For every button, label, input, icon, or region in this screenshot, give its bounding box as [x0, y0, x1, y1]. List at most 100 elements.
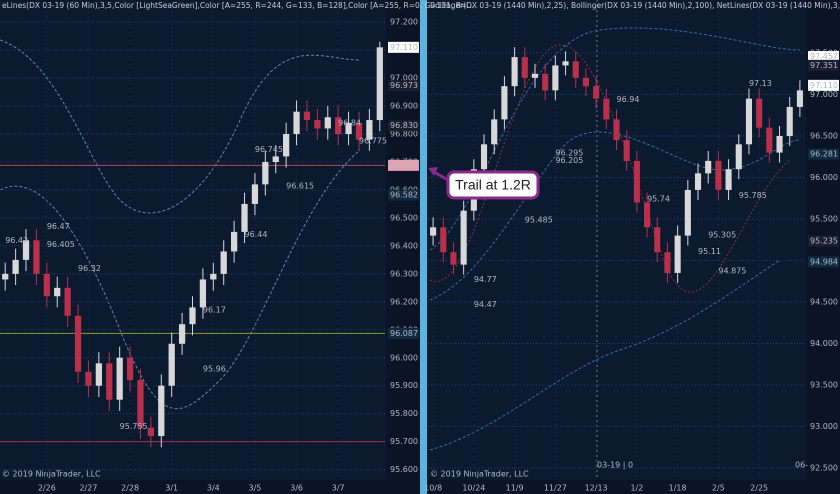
- candle-body: [335, 117, 342, 135]
- x-tick-label: 11/9: [506, 484, 524, 493]
- price-label-box: [388, 120, 419, 132]
- y-tick-label: 96.500: [390, 213, 418, 222]
- price-label-box: [808, 256, 839, 268]
- price-label: 97.457: [810, 52, 838, 61]
- left-header: eLines(DX 03-19 (60 Min),3,5,Color [Ligh…: [2, 1, 474, 10]
- price-label: 97.351: [810, 61, 838, 70]
- plots: 97.20097.10097.00096.90096.80096.70096.6…: [0, 4, 839, 493]
- candle-body: [572, 61, 579, 78]
- candle-body: [85, 371, 92, 386]
- callout-box: [446, 170, 540, 200]
- candle-body: [480, 144, 488, 170]
- panel-divider: [420, 0, 427, 494]
- candle-body: [786, 106, 793, 136]
- candle-body: [633, 160, 640, 203]
- y-tick-label: 93.000: [810, 422, 838, 431]
- right-header: Bollinger(DX 03-19 (1440 Min),2,25), Bol…: [430, 1, 840, 10]
- x-tick-label: 2/25: [750, 484, 768, 493]
- price-annotation: 96.84: [338, 118, 361, 127]
- price-annotation: 95.485: [525, 216, 553, 225]
- candle-body: [95, 363, 102, 386]
- y-tick-label: 92.500: [810, 464, 838, 473]
- candle-body: [241, 203, 248, 232]
- y-tick-label: 96.300: [390, 269, 418, 278]
- candle-body: [430, 227, 437, 236]
- price-label-box: [388, 159, 419, 171]
- candle-body: [33, 240, 40, 274]
- candle-body: [664, 252, 671, 273]
- candle-body: [552, 65, 559, 91]
- candle-body: [756, 98, 763, 128]
- x-tick-label: 10/24: [462, 484, 485, 493]
- candle-body: [324, 117, 331, 129]
- candle-body: [22, 240, 30, 260]
- candle-body: [511, 57, 518, 87]
- price-label: 96.688: [390, 161, 418, 170]
- candle-body: [521, 57, 528, 78]
- candle-body: [178, 324, 186, 344]
- candle-body: [231, 231, 238, 252]
- candle-body: [644, 202, 651, 228]
- candle-body: [116, 357, 123, 400]
- candle-body: [796, 90, 803, 107]
- price-label: 96.281: [810, 150, 838, 159]
- y-tick-label: 95.800: [390, 409, 418, 418]
- price-annotation: 94.47: [474, 300, 497, 309]
- x-tick-label: 12/13: [585, 484, 608, 493]
- y-tick-label: 93.500: [810, 381, 838, 390]
- candle-body: [735, 144, 742, 170]
- candle-body: [562, 61, 569, 66]
- x-tick-label: 11/27: [544, 484, 567, 493]
- y-tick-label: 96.000: [810, 173, 838, 182]
- candle-body: [345, 122, 352, 135]
- price-annotation: 95.11: [698, 247, 721, 256]
- x-tick-label: 10/8: [424, 484, 442, 493]
- copyright: © 2019 NinjaTrader, LLC: [430, 470, 529, 479]
- candle-body: [745, 98, 753, 145]
- band-decor: [429, 131, 801, 301]
- price-label: 96.830: [390, 121, 418, 130]
- candle-body: [106, 363, 113, 400]
- cursor-label: 03-19 | 0: [597, 461, 633, 470]
- y-tick-label: 96.900: [390, 102, 418, 111]
- candle-body: [251, 184, 259, 204]
- candle-body: [766, 127, 773, 153]
- price-label-box: [388, 80, 419, 92]
- price-label: 96.582: [390, 190, 418, 199]
- price-label-box: [808, 235, 839, 247]
- price-annotation: 95.96: [203, 364, 226, 373]
- price-label-box: [808, 51, 839, 63]
- candle-body: [694, 173, 702, 190]
- price-annotation: 94.875: [718, 266, 746, 275]
- band-decor: [429, 259, 781, 451]
- x-tick-label: 1/18: [669, 484, 687, 493]
- price-annotation: 95.785: [739, 191, 767, 200]
- x-tick-label: 3/7: [332, 484, 345, 493]
- x-tick-label: 2/27: [79, 484, 97, 493]
- callout-arrowhead: [428, 167, 438, 176]
- price-annotation: 96.42: [5, 236, 28, 245]
- y-tick-label: 96.800: [390, 130, 418, 139]
- candle-body: [613, 119, 620, 141]
- x-tick-label: 3/5: [248, 484, 261, 493]
- candle-body: [366, 120, 373, 140]
- y-tick-label: 96.400: [390, 241, 418, 250]
- candle-body: [137, 380, 144, 428]
- price-label: 96.087: [390, 329, 418, 338]
- price-annotation: 96.94: [617, 95, 640, 104]
- candle-body: [220, 251, 227, 274]
- candle-body: [293, 111, 300, 135]
- price-label-box: [388, 41, 419, 53]
- y-tick-label: 95.900: [390, 381, 418, 390]
- y-tick-label: 96.500: [810, 131, 838, 140]
- candle-body: [654, 227, 661, 253]
- right-plot-area: [428, 0, 806, 480]
- candle-body: [272, 156, 279, 162]
- candle-body: [450, 252, 457, 265]
- price-label: 96.973: [390, 81, 418, 90]
- price-annotation: 96.775: [359, 137, 387, 146]
- candle-body: [603, 98, 610, 120]
- price-annotation: 96.405: [47, 240, 75, 249]
- price-annotation: 95.305: [708, 231, 736, 240]
